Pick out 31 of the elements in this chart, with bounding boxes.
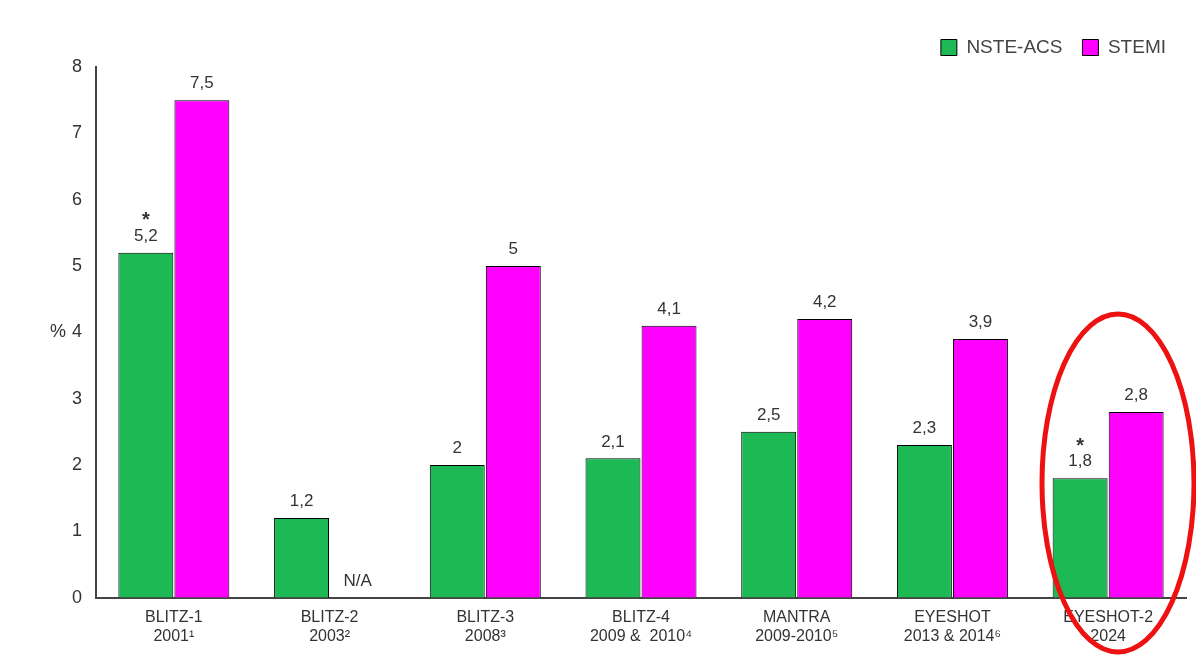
data-label: 2,1: [601, 431, 625, 451]
x-tick-label: MANTRA 2009-2010⁵: [755, 607, 839, 644]
y-tick-label: 2: [72, 453, 83, 474]
x-tick-label: BLITZ-2 2003²: [300, 607, 359, 644]
x-tick-label: BLITZ-4 2009 & 2010⁴: [589, 607, 693, 644]
data-label: 1,2: [289, 491, 314, 511]
data-label: 2: [452, 438, 462, 458]
y-tick-label: 0: [72, 586, 83, 607]
data-label: 2,8: [1124, 385, 1148, 405]
legend-label: STEMI: [1107, 35, 1166, 57]
data-label: 5,2: [134, 225, 158, 245]
y-tick-label: 1: [72, 520, 83, 541]
data-label: 3,9: [968, 312, 993, 332]
y-tick-label: 6: [72, 188, 83, 209]
y-tick-label: 4: [72, 321, 83, 342]
y-tick-label: 8: [72, 55, 83, 76]
legend-label: NSTE-ACS: [966, 35, 1063, 57]
data-label: 5: [508, 239, 519, 259]
y-tick-label: 5: [72, 254, 83, 275]
y-axis-title: %: [49, 321, 67, 342]
data-label: 2,3: [912, 418, 937, 438]
y-tick-label: 7: [72, 122, 83, 143]
x-tick-label: BLITZ-1 2001¹: [144, 607, 203, 644]
x-tick-label: EYESHOT 2013 & 2014⁶: [903, 607, 1002, 644]
x-tick-label: BLITZ-3 2008³: [456, 607, 515, 644]
data-label: 4,2: [812, 292, 837, 312]
data-label: 7,5: [190, 73, 214, 93]
data-label: 4,1: [657, 298, 681, 318]
data-label: 2,5: [756, 404, 781, 424]
text: N/A: [343, 570, 372, 590]
y-tick-label: 3: [72, 387, 83, 408]
